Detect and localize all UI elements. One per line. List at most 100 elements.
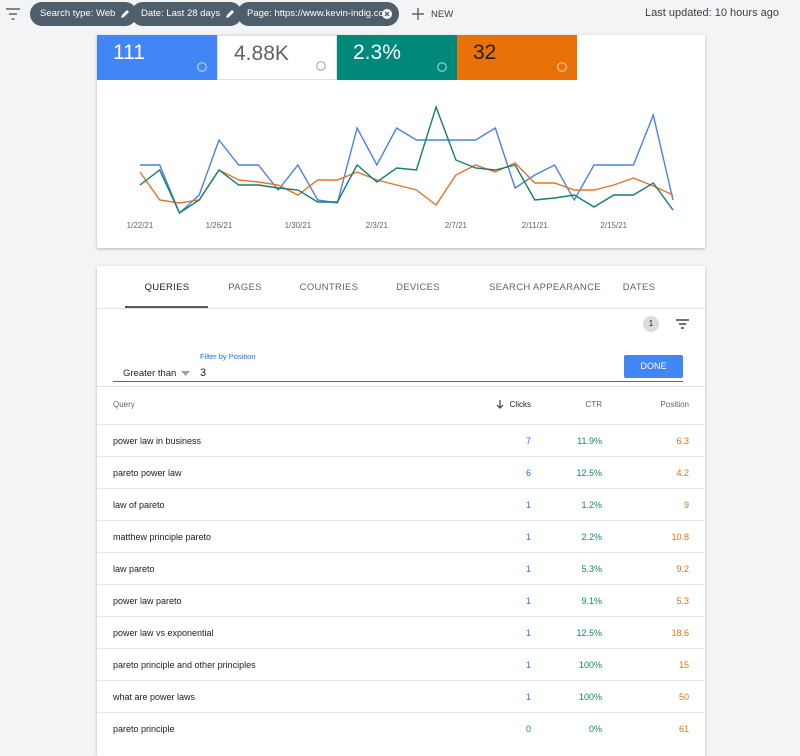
help-icon [437, 62, 447, 72]
x-tick-label: 2/15/21 [600, 221, 627, 230]
chip[interactable]: Page: https://www.kevin-indig.co... [237, 2, 399, 26]
chip-label: Date: Last 28 days [141, 8, 221, 19]
sort-arrow [496, 400, 504, 409]
filter-label: Filter by Position [200, 352, 256, 361]
table-card: QUERIES PAGES COUNTRIES DEVICES SEARCH APPEA… [97, 266, 705, 756]
table-cell: 1 [525, 660, 531, 670]
table-cell: 1 [525, 628, 531, 638]
new-button[interactable]: NEW [431, 9, 454, 20]
table-cell: power law pareto [113, 596, 182, 606]
x-tick-label: 2/7/21 [445, 221, 468, 230]
table-cell: pareto power law [113, 468, 182, 478]
table-cell: 15 [678, 660, 689, 670]
table-row[interactable]: law of pareto 1 1.2% 9 [97, 488, 705, 521]
filter-icon[interactable] [6, 8, 20, 20]
metric-tile[interactable]: 2.3% [337, 35, 457, 80]
table-cell: 6 [525, 468, 531, 478]
performance-card: 111 4.88K 2.3% 32 1/22/21 1/26/21 1/30/21 2… [97, 35, 705, 248]
column-header[interactable]: Query [113, 400, 135, 409]
add-icon[interactable] [412, 8, 424, 20]
table-row[interactable]: pareto power law 6 12.5% 4.2 [97, 456, 705, 489]
table-row[interactable]: power law in business 7 11.9% 6.3 [97, 424, 705, 457]
metric-value: 32 [473, 41, 497, 64]
x-tick-label: 2/11/21 [522, 221, 549, 230]
last-updated: Last updated: 10 hours ago [645, 7, 779, 19]
series-line [139, 162, 674, 207]
table-cell: 12.5% [576, 628, 602, 638]
table-row[interactable]: power law vs exponential 1 12.5% 18.6 [97, 616, 705, 649]
table-cell: 100% [578, 660, 602, 670]
table-cell: 10.8 [671, 532, 689, 542]
table-cell: 100% [578, 692, 602, 702]
table-cell: 1 [525, 532, 531, 542]
help-icon [197, 62, 207, 72]
metric-value: 111 [113, 41, 145, 64]
input-underline [113, 381, 683, 382]
column-header[interactable]: Position [660, 400, 689, 409]
series-line [140, 112, 674, 215]
table-cell: 7 [525, 436, 531, 446]
table-row[interactable]: what are power laws 1 100% 50 [97, 680, 705, 713]
table-cell: 6.3 [676, 436, 689, 446]
edit-icon [121, 10, 130, 18]
table-cell: 0 [525, 724, 531, 734]
filter-operator[interactable]: Greater than [123, 368, 177, 379]
table-row[interactable]: law pareto 1 5.3% 9.2 [97, 552, 705, 585]
table-cell: 18.6 [671, 628, 689, 638]
x-tick-label: 1/22/21 [127, 221, 154, 230]
metric-tile[interactable]: 4.88K [217, 35, 337, 80]
x-tick-label: 1/26/21 [206, 221, 233, 230]
tab[interactable]: PAGES [228, 282, 262, 293]
close-icon [382, 9, 392, 19]
table-cell: 9.2 [676, 564, 689, 574]
tab[interactable]: DEVICES [396, 282, 440, 293]
table-cell: 11.9% [577, 436, 602, 446]
x-tick-label: 2/3/21 [366, 221, 389, 230]
table-cell: law of pareto [113, 500, 165, 510]
table-cell: pareto principle and other principles [113, 660, 256, 670]
table-cell: 61 [678, 724, 689, 734]
table-row[interactable]: power law pareto 1 9.1% 5.3 [97, 584, 705, 617]
filter-icon[interactable] [676, 319, 689, 329]
table-cell: power law vs exponential [113, 628, 214, 638]
table-cell: 9 [683, 500, 689, 510]
table-cell: 1 [525, 564, 531, 574]
chip[interactable]: Date: Last 28 days [131, 2, 243, 26]
top-bar: Search type: Web Date: Last 28 days Page… [0, 0, 800, 30]
table-cell: 1 [525, 692, 531, 702]
table-row[interactable]: pareto principle and other principles 1 10… [97, 648, 705, 681]
table-cell: law pareto [113, 564, 155, 574]
help-icon [316, 61, 326, 71]
done-button[interactable]: DONE [624, 355, 683, 378]
series-line [139, 104, 674, 215]
filter-input[interactable]: 3 [200, 367, 207, 379]
metric-tile[interactable]: 111 [97, 35, 217, 80]
tab-bar: QUERIES PAGES COUNTRIES DEVICES SEARCH APPEA… [97, 266, 705, 309]
table-row[interactable]: pareto principle 0 0% 61 [97, 712, 705, 745]
table-row[interactable]: matthew principle pareto 1 2.2% 10.8 [97, 520, 705, 553]
table-cell: 1 [525, 596, 531, 606]
metric-tile[interactable]: 32 [457, 35, 577, 80]
filter-badge: 1 [643, 316, 659, 332]
column-header[interactable]: Clicks [509, 400, 531, 409]
tab[interactable]: COUNTRIES [299, 282, 359, 293]
chip-label: Search type: Web [40, 8, 116, 19]
table-cell: 2.2% [581, 532, 602, 542]
metric-value: 4.88K [234, 42, 289, 65]
table-cell: 50 [678, 692, 689, 702]
table-cell: pareto principle [113, 724, 175, 734]
help-icon [557, 62, 567, 72]
tab[interactable]: SEARCH APPEARANCE [489, 282, 601, 293]
chip[interactable]: Search type: Web [30, 2, 138, 26]
chip-label: Page: https://www.kevin-indig.co... [247, 8, 392, 19]
table-cell: 1 [525, 500, 531, 510]
tab[interactable]: DATES [622, 282, 656, 293]
table-cell: 4.2 [676, 468, 689, 478]
tab[interactable]: QUERIES [144, 282, 190, 293]
table-cell: 9.1% [581, 596, 602, 606]
table-cell: 0% [588, 724, 602, 734]
table-cell: what are power laws [113, 692, 196, 702]
table-cell: 1.2% [581, 500, 602, 510]
column-header[interactable]: CTR [585, 400, 602, 409]
